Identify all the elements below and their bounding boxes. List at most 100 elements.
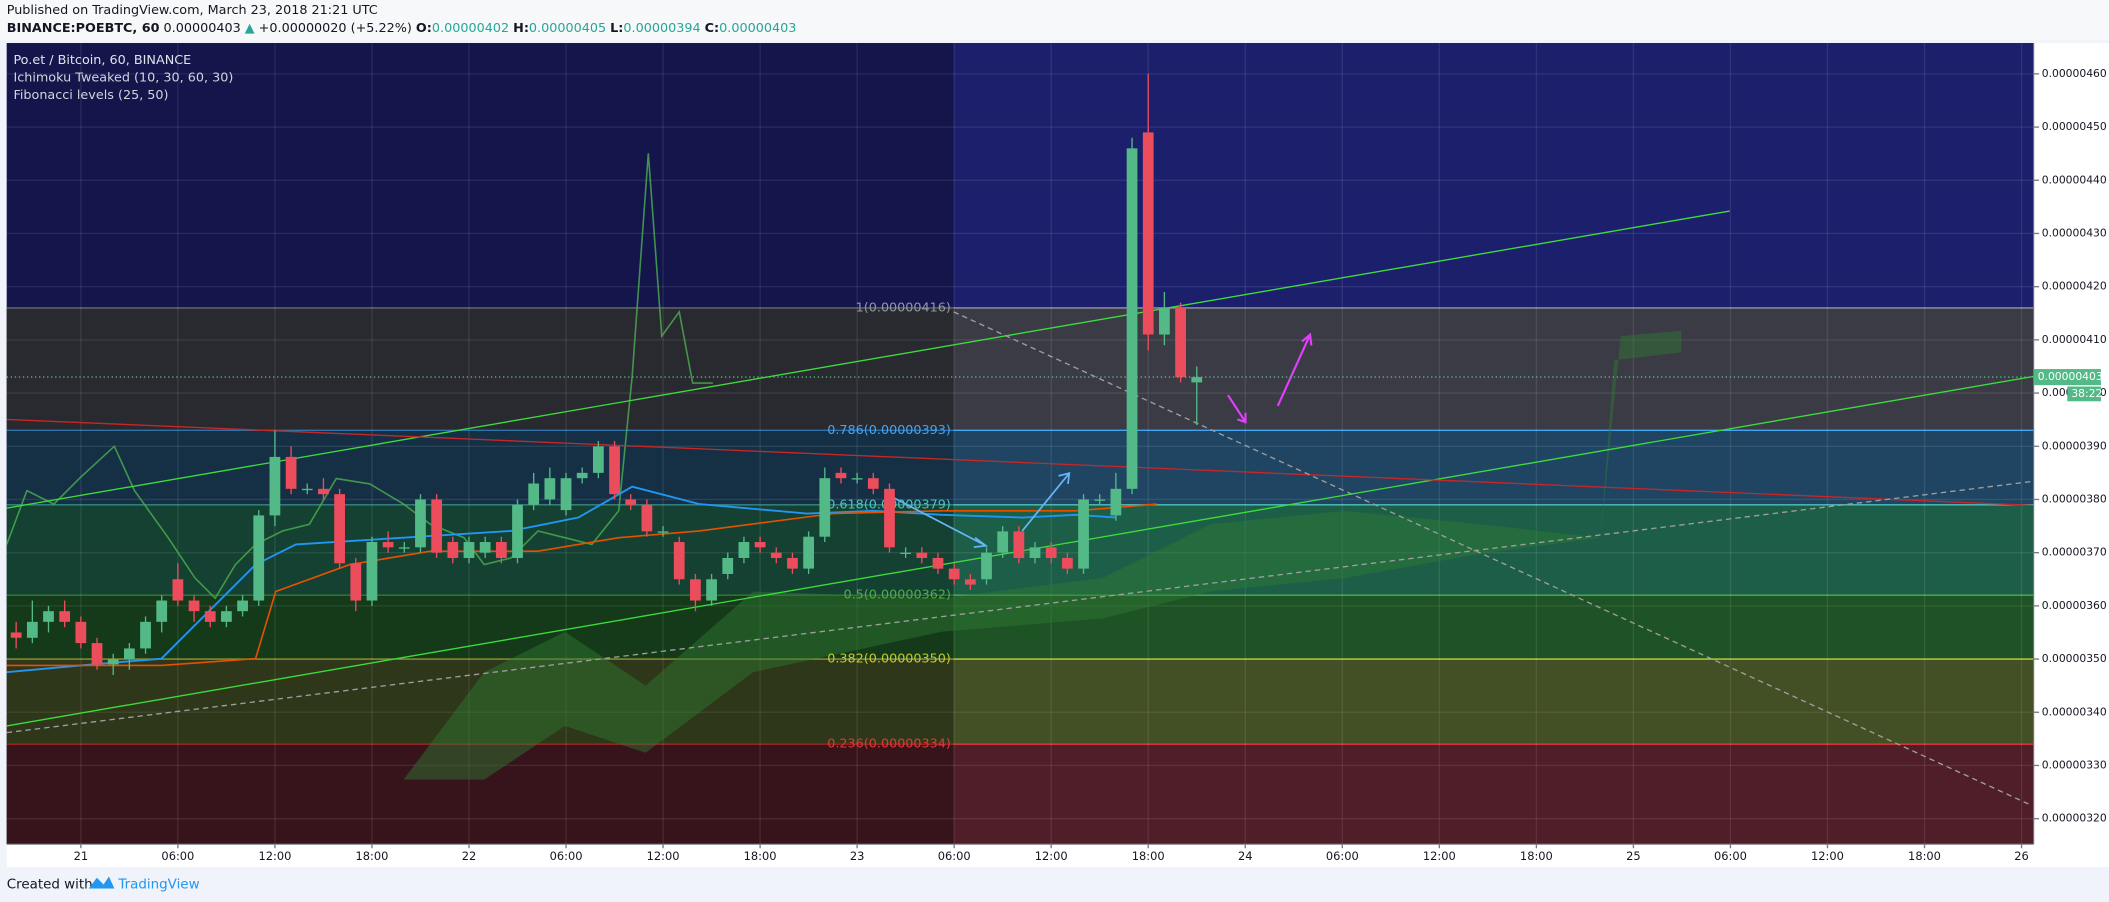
- candle-body: [932, 557, 944, 569]
- candle-body: [997, 531, 1009, 553]
- candle-body: [770, 552, 782, 558]
- y-tick-label: 0.00000450: [2042, 120, 2107, 133]
- candle-body: [123, 648, 135, 660]
- fib-zone: [6, 307, 2034, 431]
- countdown-tag: [2067, 386, 2101, 402]
- candle-body: [884, 488, 895, 548]
- candle-body: [528, 483, 540, 505]
- candle-body: [835, 472, 847, 479]
- candle-body: [253, 515, 265, 601]
- fib-label: 0.236(0.00000334): [827, 737, 951, 752]
- x-tick-label: 12:00: [1811, 849, 1844, 863]
- candle-body: [673, 542, 685, 580]
- fib-label: 0.786(0.00000393): [827, 423, 951, 438]
- candle-body: [1126, 148, 1138, 489]
- header-bar: [0, 0, 2109, 41]
- x-tick-label: 12:00: [1423, 849, 1456, 863]
- candle-body: [722, 557, 734, 574]
- arrow: [1227, 394, 1247, 424]
- candle-body: [75, 621, 87, 644]
- candle-body: [188, 600, 200, 612]
- candle-body: [350, 563, 362, 601]
- candle-body: [657, 531, 669, 533]
- y-tick-label: 0.00000360: [2042, 599, 2107, 612]
- price-tag: [2033, 369, 2101, 386]
- candle-body: [819, 478, 831, 537]
- candle-body: [156, 600, 168, 622]
- x-tick-label: 06:00: [1714, 849, 1747, 863]
- candle-body: [560, 478, 572, 511]
- y-tick-label: 0.00000420: [2042, 280, 2107, 293]
- ichimoku-cloud: [403, 330, 1682, 780]
- price-axis: [2033, 43, 2109, 868]
- candle-body: [916, 552, 928, 558]
- change: +0.00000020 (+5.22%): [259, 21, 412, 36]
- candle-body: [867, 478, 879, 489]
- ohlc-label: C:: [705, 21, 719, 36]
- legend-entry: Po.et / Bitcoin, 60, BINANCE: [13, 53, 191, 68]
- ohlc-value: 0.00000394: [623, 21, 700, 36]
- candle-body: [415, 499, 426, 548]
- y-tick-label: 0.00000370: [2042, 546, 2107, 559]
- y-tick-label: 0.00000440: [2042, 173, 2107, 186]
- footer-text: Created with: [7, 878, 93, 893]
- candle-body: [59, 611, 71, 622]
- arrow: [887, 493, 989, 548]
- y-tick-label: 0.00000390: [2042, 439, 2107, 452]
- time-axis: [6, 844, 2034, 868]
- change-arrow: ▲: [245, 21, 255, 36]
- candle-body: [237, 600, 248, 612]
- brand-logo[interactable]: [88, 876, 115, 889]
- legend-entry: Fibonacci levels (25, 50): [13, 88, 168, 103]
- candle-body: [964, 579, 976, 585]
- candle-body: [738, 542, 750, 558]
- candle-body: [1191, 377, 1203, 383]
- lagging-span: [5, 153, 713, 600]
- brand-link[interactable]: TradingView: [117, 878, 199, 893]
- candle-body: [269, 456, 281, 516]
- candle-body: [625, 499, 637, 505]
- candle-body: [107, 659, 119, 665]
- candle-body: [366, 542, 378, 601]
- symbol-line: BINANCE:POEBTC, 60 0.00000403 ▲ +0.00000…: [7, 21, 797, 36]
- x-tick-label: 12:00: [647, 849, 680, 863]
- candle-body: [1029, 547, 1041, 558]
- candle-body: [334, 494, 345, 564]
- candle-body: [10, 632, 22, 638]
- candle-body: [948, 568, 960, 580]
- candle-body: [1013, 531, 1025, 558]
- candle-body: [851, 478, 863, 480]
- candle-body: [140, 621, 151, 649]
- base-line: [6, 503, 1157, 667]
- candle-body: [641, 504, 653, 532]
- y-tick-label: 0.00000430: [2042, 226, 2107, 239]
- y-tick-label: 0.00000330: [2042, 758, 2107, 771]
- fib-zone: [6, 744, 2034, 845]
- x-tick-label: 06:00: [550, 849, 583, 863]
- axes-layer: 0.00000320 0.00000330 0.00000340 0.00000350…: [74, 67, 2107, 863]
- candle-body: [1175, 307, 1186, 378]
- x-tick-label: 18:00: [1908, 849, 1941, 863]
- candle-body: [431, 499, 443, 553]
- fib-zone: [6, 595, 2034, 660]
- candle-body: [1094, 499, 1106, 501]
- x-tick-label: 06:00: [1326, 849, 1359, 863]
- ohlc-label: H:: [513, 21, 529, 36]
- candle-body: [1078, 499, 1089, 569]
- ohlc-value: 0.00000402: [432, 21, 509, 36]
- candle-body: [318, 488, 329, 495]
- fib-label: 0.5(0.00000362): [843, 588, 950, 603]
- candle-body: [690, 579, 701, 601]
- x-tick-label: 25: [1626, 849, 1641, 863]
- candle-body: [544, 478, 556, 500]
- candle-body: [495, 542, 507, 558]
- candle-body: [382, 542, 394, 548]
- y-tick-label: 0.00000380: [2042, 492, 2107, 505]
- candle-body: [981, 552, 992, 580]
- x-tick-label: 06:00: [938, 849, 971, 863]
- candle-body: [1159, 307, 1170, 335]
- candle-body: [706, 579, 717, 601]
- arrow: [1021, 472, 1071, 532]
- candle-body: [1045, 547, 1057, 558]
- dashed-line: [6, 480, 2034, 734]
